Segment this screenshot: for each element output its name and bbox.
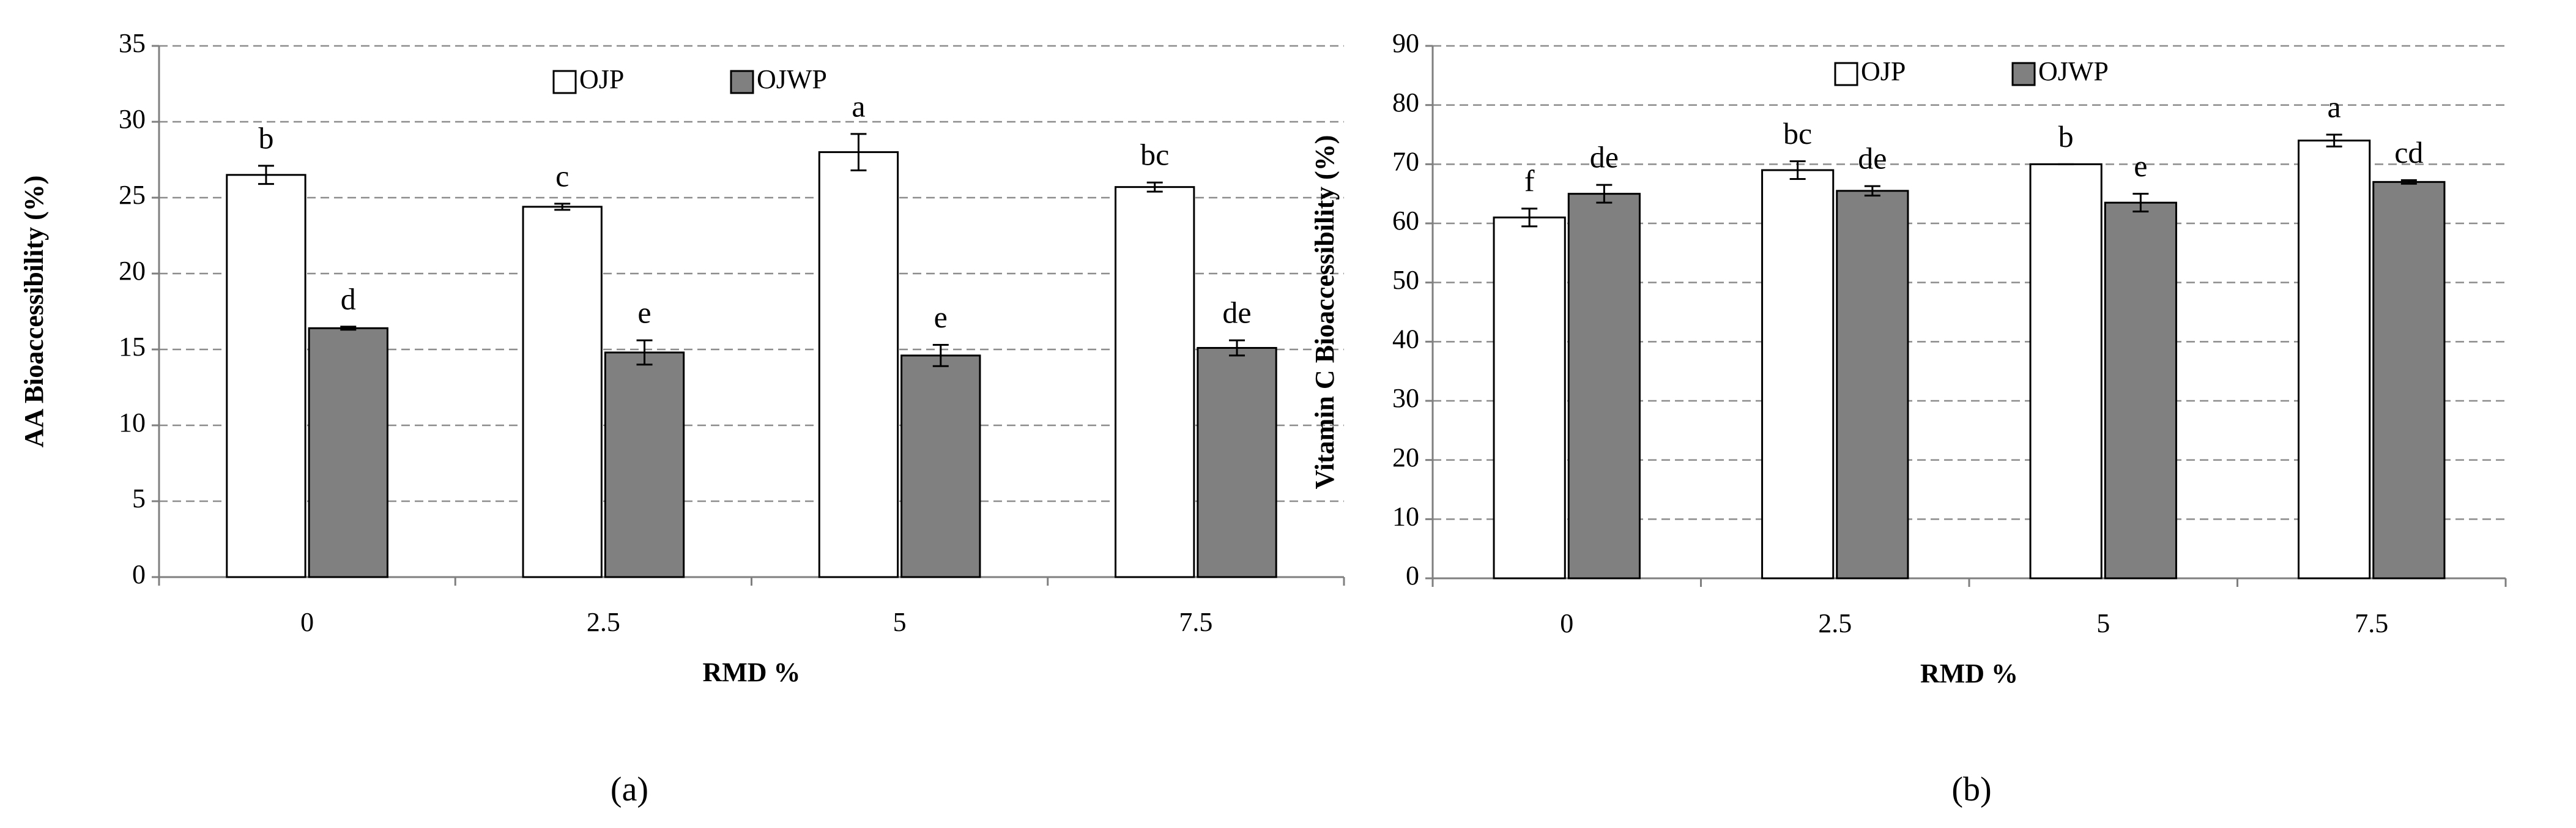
y-tick-label: 0 (132, 559, 146, 589)
legend-swatch (730, 70, 754, 94)
panel-label: (b) (1951, 770, 1991, 808)
significance-letter: cd (2394, 135, 2423, 170)
significance-letter: d (341, 282, 356, 316)
significance-letter: a (2328, 89, 2341, 124)
bar (604, 351, 685, 578)
significance-letter: e (934, 300, 948, 334)
error-bar (2326, 133, 2342, 147)
y-axis-title: Vitamin C Bioaccessibility (%) (1310, 135, 1340, 490)
error-bar (636, 339, 653, 366)
y-tick-label: 20 (119, 256, 146, 286)
legend-label: OJP (579, 64, 624, 94)
significance-letter: de (1858, 141, 1887, 176)
bar (1197, 347, 1277, 578)
y-axis-title: AA Bioaccessibility (%) (19, 176, 49, 448)
bar (2298, 140, 2371, 580)
significance-letter: de (1222, 296, 1251, 330)
y-tick-label: 40 (1392, 324, 1419, 354)
significance-letter: f (1524, 163, 1535, 198)
significance-letter: a (852, 89, 865, 123)
x-tick-label: 7.5 (2355, 608, 2388, 638)
bar (226, 174, 306, 578)
x-tick-label: 5 (2096, 608, 2110, 638)
x-tick-label: 0 (300, 607, 314, 637)
error-bar (554, 203, 571, 211)
bar (522, 206, 603, 578)
y-tick-label: 30 (1392, 383, 1419, 413)
panel-label: (a) (611, 770, 648, 808)
x-tick-label: 5 (893, 607, 907, 637)
y-tick-label: 60 (1392, 206, 1419, 236)
x-tick-label: 2.5 (1818, 608, 1852, 638)
bar (1836, 190, 1909, 580)
legend-label: OJWP (757, 64, 827, 94)
error-bar (258, 165, 274, 185)
bar (900, 354, 981, 578)
legend-swatch (552, 70, 577, 94)
y-tick-label: 5 (132, 483, 146, 513)
bar (308, 327, 388, 578)
bar (1115, 186, 1195, 578)
y-tick-label: 10 (1392, 501, 1419, 531)
error-bar (1864, 185, 1880, 197)
error-bar (932, 344, 949, 367)
bar (1493, 216, 1566, 580)
error-bar (850, 133, 867, 171)
error-bar (1229, 339, 1245, 357)
error-bar (2400, 179, 2417, 185)
x-axis-title: RMD % (1920, 658, 2018, 688)
bar (1567, 193, 1641, 580)
legend-swatch (1834, 62, 1858, 86)
legend-label: OJP (1861, 56, 1906, 86)
x-tick-label: 2.5 (587, 607, 620, 637)
significance-letter: c (555, 159, 569, 193)
error-bar (1789, 160, 1806, 180)
y-tick-label: 15 (119, 332, 146, 362)
x-tick-label: 0 (1560, 608, 1573, 638)
y-tick-label: 35 (119, 28, 146, 58)
bar (1761, 169, 1835, 580)
y-tick-label: 90 (1392, 28, 1419, 58)
error-bar (1596, 184, 1613, 204)
significance-letter: bc (1783, 116, 1812, 151)
y-tick-label: 80 (1392, 88, 1419, 117)
y-tick-label: 70 (1392, 146, 1419, 176)
error-bar (2132, 193, 2149, 213)
x-axis-title: RMD % (702, 657, 800, 687)
y-tick-label: 20 (1392, 442, 1419, 472)
error-bar (340, 326, 357, 331)
error-bar (1521, 207, 1538, 228)
legend-label: OJWP (2038, 56, 2109, 86)
y-tick-label: 30 (119, 104, 146, 134)
y-tick-label: 10 (119, 408, 146, 438)
significance-letter: b (258, 121, 273, 155)
y-tick-label: 25 (119, 180, 146, 210)
y-tick-label: 50 (1392, 265, 1419, 295)
significance-letter: e (637, 296, 651, 330)
bar (2372, 181, 2446, 580)
significance-letter: b (2058, 119, 2074, 154)
significance-letter: bc (1140, 138, 1169, 172)
bar (2029, 163, 2103, 580)
x-tick-label: 7.5 (1179, 607, 1212, 637)
bar (818, 151, 899, 578)
y-tick-label: 0 (1406, 561, 1419, 591)
legend-swatch (2011, 62, 2036, 86)
significance-letter: de (1590, 140, 1619, 174)
bar (2104, 201, 2177, 580)
error-bar (1146, 181, 1163, 193)
significance-letter: e (2134, 149, 2147, 183)
